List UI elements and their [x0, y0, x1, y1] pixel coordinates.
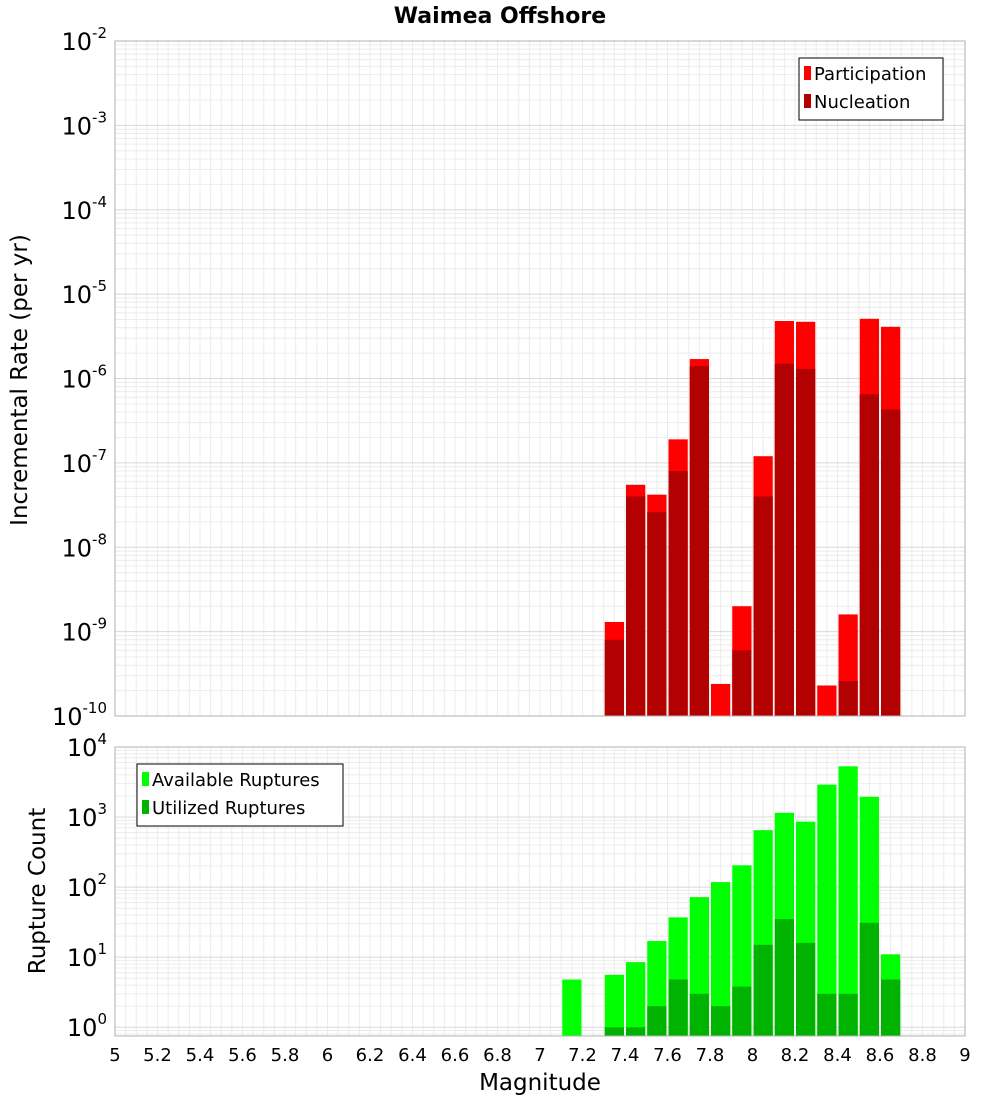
rate-y-ticks: 10-10 10-9 10-8 10-7 10-6 10-5 10-4 10-3 10-2 — [52, 24, 107, 731]
rate-y-tick-label: 10-9 — [61, 615, 107, 647]
rate-y-tick-label: 10-7 — [61, 446, 107, 478]
count-bar-utilized-ruptures — [838, 993, 858, 1036]
x-tick-label: 8.8 — [908, 1045, 937, 1066]
count-bar-utilized-ruptures — [817, 993, 837, 1036]
count-bar-utilized-ruptures — [859, 922, 879, 1036]
x-tick-label: 5 — [109, 1045, 120, 1066]
count-bar-available-ruptures — [817, 784, 837, 1036]
x-tick-label: 7.8 — [696, 1045, 725, 1066]
x-tick-label: 5.8 — [271, 1045, 300, 1066]
count-legend-box — [136, 763, 344, 827]
count-y-tick-label: 104 — [67, 730, 107, 762]
count-bar-utilized-ruptures — [668, 979, 688, 1036]
count-panel: 100 101 102 103 104 Rupture Count Available … — [25, 730, 966, 1042]
rate-y-tick-label: 10-8 — [61, 530, 107, 562]
rate-y-tick-label: 10-3 — [61, 108, 107, 140]
x-tick-label: 7 — [534, 1045, 545, 1066]
rate-y-tick-label: 10-6 — [61, 362, 107, 394]
count-legend: Available Ruptures Utilized Ruptures — [136, 763, 344, 827]
count-y-tick-label: 101 — [67, 940, 107, 972]
count-y-tick-label: 103 — [67, 800, 107, 832]
rate-y-tick-label: 10-2 — [61, 24, 107, 56]
rate-bar-nucleation — [838, 680, 858, 716]
x-tick-label: 7.6 — [653, 1045, 682, 1066]
count-legend-label: Available Ruptures — [152, 770, 320, 791]
rate-legend-swatch — [804, 66, 811, 80]
rate-bar-nucleation — [626, 496, 646, 716]
x-tick-label: 9 — [959, 1045, 970, 1066]
rate-bar-nucleation — [859, 394, 879, 716]
rate-legend-box — [798, 57, 944, 121]
rate-legend: Participation Nucleation — [798, 57, 944, 121]
count-y-ticks: 100 101 102 103 104 — [67, 730, 107, 1042]
count-bar-available-ruptures — [562, 979, 582, 1036]
rate-bars — [604, 318, 901, 716]
count-legend-swatch — [142, 772, 149, 786]
count-legend-swatch — [142, 800, 149, 814]
rate-y-tick-label: 10-5 — [61, 277, 107, 309]
x-axis-label: Magnitude — [479, 1070, 601, 1096]
count-y-tick-label: 100 — [67, 1010, 107, 1042]
rate-y-tick-label: 10-4 — [61, 193, 107, 225]
count-y-axis-label: Rupture Count — [25, 808, 51, 974]
rate-bar-nucleation — [668, 471, 688, 716]
rate-bar-nucleation — [647, 512, 667, 716]
count-bar-utilized-ruptures — [689, 993, 709, 1036]
x-tick-label: 8.4 — [823, 1045, 852, 1066]
rate-bar-participation — [817, 685, 837, 716]
rate-bar-nucleation — [881, 409, 901, 716]
count-bar-utilized-ruptures — [604, 1027, 624, 1036]
rate-legend-label: Participation — [814, 64, 926, 85]
rate-bar-participation — [711, 683, 731, 716]
count-bar-available-ruptures — [711, 882, 731, 1036]
rate-legend-label: Nucleation — [814, 92, 910, 113]
count-bar-utilized-ruptures — [881, 979, 901, 1036]
count-bar-utilized-ruptures — [774, 919, 794, 1036]
rate-bar-nucleation — [753, 496, 773, 716]
count-bar-utilized-ruptures — [647, 1006, 667, 1036]
rate-panel: 10-10 10-9 10-8 10-7 10-6 10-5 10-4 10-3 10-2 In… — [7, 24, 966, 731]
x-tick-label: 6 — [322, 1045, 333, 1066]
rate-grid — [114, 40, 966, 717]
x-tick-label: 6.2 — [356, 1045, 385, 1066]
x-tick-label: 5.2 — [143, 1045, 172, 1066]
rate-y-tick-label: 10-10 — [52, 699, 107, 731]
count-plot-frame — [114, 746, 966, 1037]
count-bar-available-ruptures — [626, 962, 646, 1036]
x-tick-label: 7.2 — [568, 1045, 597, 1066]
rate-bar-nucleation — [732, 650, 752, 716]
x-tick-label: 6.6 — [441, 1045, 470, 1066]
x-tick-label: 6.4 — [398, 1045, 427, 1066]
rate-bar-nucleation — [796, 368, 816, 716]
rate-bar-nucleation — [604, 639, 624, 716]
x-tick-label: 5.4 — [186, 1045, 215, 1066]
count-bar-utilized-ruptures — [626, 1027, 646, 1036]
rate-plot-frame — [114, 40, 966, 717]
count-y-tick-label: 102 — [67, 870, 107, 902]
x-tick-label: 7.4 — [611, 1045, 640, 1066]
x-ticks: 5 5.2 5.4 5.6 5.8 6 6.2 6.4 6.6 6.8 7 7.2 7.4 7.6 7.8 8… — [109, 1045, 970, 1066]
count-bar-utilized-ruptures — [753, 944, 773, 1036]
rate-legend-swatch — [804, 94, 811, 108]
count-legend-label: Utilized Ruptures — [152, 798, 305, 819]
rate-bar-nucleation — [774, 363, 794, 716]
chart-title: Waimea Offshore — [394, 4, 606, 29]
rate-y-axis-label: Incremental Rate (per yr) — [7, 234, 33, 526]
x-tick-label: 5.6 — [228, 1045, 257, 1066]
rate-bar-nucleation — [689, 366, 709, 716]
x-tick-label: 6.8 — [483, 1045, 512, 1066]
count-bar-utilized-ruptures — [711, 1006, 731, 1036]
count-bar-available-ruptures — [838, 766, 858, 1036]
count-bar-utilized-ruptures — [732, 986, 752, 1036]
count-bar-available-ruptures — [604, 974, 624, 1036]
x-tick-label: 8.6 — [866, 1045, 895, 1066]
x-tick-label: 8 — [747, 1045, 758, 1066]
count-bar-utilized-ruptures — [796, 942, 816, 1036]
x-tick-label: 8.2 — [781, 1045, 810, 1066]
count-bars — [562, 766, 901, 1036]
